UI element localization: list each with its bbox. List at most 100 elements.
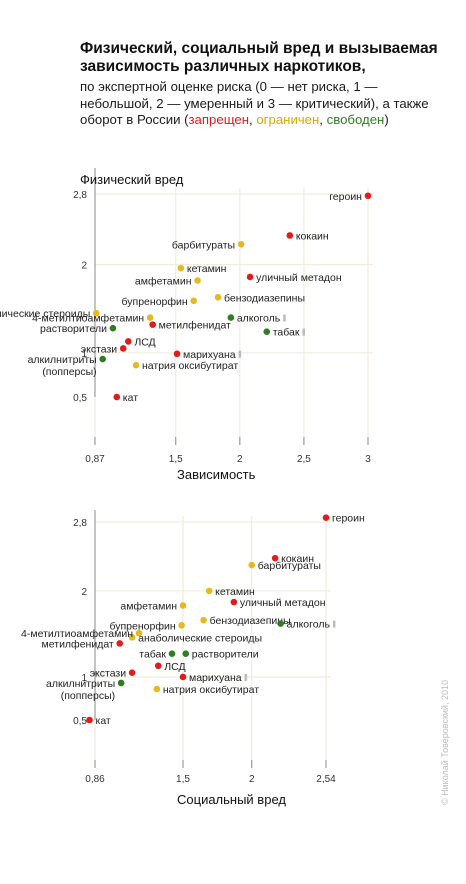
legal-status-icon <box>244 673 248 681</box>
data-point <box>237 241 245 248</box>
data-point <box>214 293 222 301</box>
legal-status-icon <box>332 620 336 628</box>
point-label: бупренорфин <box>109 620 175 632</box>
data-point <box>117 679 125 687</box>
data-point <box>364 192 372 200</box>
point-label: марихуана <box>189 672 242 684</box>
data-point <box>168 650 176 658</box>
point-label: табак <box>139 649 166 661</box>
data-point <box>179 602 187 609</box>
data-point <box>119 345 127 352</box>
x-tick-label: 2,54 <box>316 774 336 785</box>
point-label: экстази <box>81 343 118 355</box>
y-tick-label: 0,5 <box>73 716 87 727</box>
point-label: растворители <box>40 323 107 335</box>
y-tick-label: 2,8 <box>73 518 87 529</box>
point-label: (попперсы) <box>61 690 115 702</box>
credit-text: © Николай Товеровский, 2010 <box>440 680 450 805</box>
y-axis-title: Физический вред <box>80 172 184 187</box>
data-point <box>128 634 136 641</box>
point-label: 4-метилтиоамфетамин <box>21 628 133 640</box>
x-axis-title: Социальный вред <box>177 792 286 807</box>
point-label: уличный метадон <box>256 272 342 284</box>
data-point <box>230 598 238 606</box>
data-point <box>194 277 201 284</box>
subtitle-text: по экспертной оценке риска (0 — нет риск… <box>80 79 429 127</box>
chart-physical-vs-dependence: 0,87 1,5 2 2,5 3 0,5 1 2 2,8 Зависимость Физически… <box>0 168 373 482</box>
legal-status-icon <box>238 350 242 358</box>
x-tick-label: 0,87 <box>85 454 105 465</box>
data-point <box>190 297 197 305</box>
data-point <box>179 673 187 681</box>
point-label: растворители <box>192 649 259 661</box>
point-label: кат <box>96 715 111 727</box>
data-point <box>125 338 132 345</box>
data-point <box>182 650 190 658</box>
data-point <box>128 669 136 676</box>
data-point <box>227 314 235 321</box>
point-label: алкоголь <box>237 313 281 325</box>
legend-close: ) <box>384 112 389 127</box>
data-point <box>135 629 143 637</box>
legend-limited: ограничен <box>256 112 320 127</box>
point-label: бензодиазепины <box>210 615 291 627</box>
point-label: метилфенидат <box>42 638 114 650</box>
x-tick-label: 2,5 <box>297 454 311 465</box>
point-label: марихуана <box>183 349 236 361</box>
chart-header: Физический, социальный вред и вызываемая… <box>80 40 450 129</box>
data-point <box>99 355 106 363</box>
legal-status-icon <box>302 328 305 336</box>
point-label: анаболические стероиды <box>138 632 262 644</box>
legal-status-icon <box>283 314 286 322</box>
point-label: героин <box>332 513 365 525</box>
x-tick-label: 2 <box>237 454 243 465</box>
data-point <box>113 393 121 401</box>
y-tick-label: 1 <box>81 349 87 360</box>
data-point <box>200 616 207 624</box>
y-tick-label: 2 <box>81 261 87 272</box>
data-point <box>149 321 156 328</box>
point-label: алкоголь <box>287 619 331 631</box>
point-label: кат <box>123 392 138 404</box>
point-label: табак <box>273 327 300 339</box>
point-label: амфетамин <box>120 601 177 613</box>
point-label: барбитураты <box>258 560 321 572</box>
point-label: кетамин <box>187 263 227 275</box>
point-label: анаболические стероиды <box>0 308 90 320</box>
data-point <box>178 622 185 629</box>
data-point <box>286 232 294 239</box>
chart-social-harm: 0,86 1,5 2 2,54 0,5 1 2 2,8 Социальный вред герои… <box>21 510 365 807</box>
point-label: метилфенидат <box>159 320 231 332</box>
data-point <box>132 361 140 369</box>
point-label: натрия оксибутират <box>163 684 259 696</box>
y-tick-label: 1 <box>81 673 87 684</box>
x-tick-label: 1,5 <box>176 774 190 785</box>
point-label: кокаин <box>296 230 329 242</box>
data-point <box>277 620 284 627</box>
point-label: барбитураты <box>172 239 235 251</box>
data-point <box>116 640 124 647</box>
data-point <box>322 514 330 521</box>
point-label: героин <box>329 191 362 203</box>
point-label: ЛСД <box>134 336 155 348</box>
data-point <box>109 324 117 332</box>
y-tick-label: 2,8 <box>73 190 87 201</box>
point-label: алкилнитриты <box>28 354 97 366</box>
data-point <box>177 264 185 272</box>
point-label: экстази <box>90 668 127 680</box>
data-point <box>146 314 154 321</box>
data-point <box>92 309 100 317</box>
data-point <box>154 662 162 670</box>
data-point <box>263 328 271 335</box>
chart-subtitle: по экспертной оценке риска (0 — нет риск… <box>80 79 450 129</box>
chart-title: Физический, социальный вред и вызываемая… <box>80 40 438 75</box>
point-label: 4-метилтиоамфетамин <box>32 313 144 325</box>
data-point <box>205 587 213 595</box>
legend-separator: , <box>319 112 327 127</box>
x-tick-label: 0,86 <box>85 774 105 785</box>
y-tick-label: 2 <box>81 587 87 598</box>
point-label: ЛСД <box>164 661 185 673</box>
legend-separator: , <box>249 112 257 127</box>
point-label: (попперсы) <box>42 366 96 378</box>
